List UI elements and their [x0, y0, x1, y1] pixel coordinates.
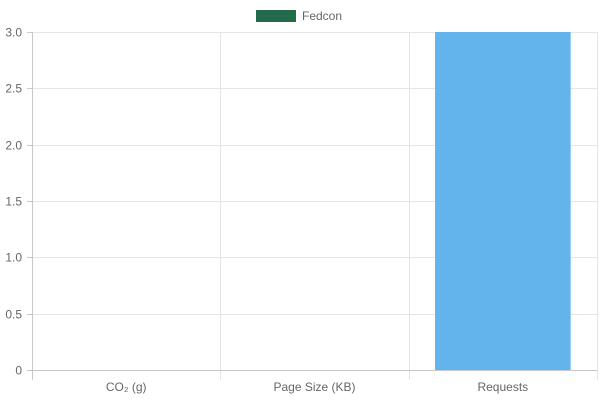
y-tick-label: 0.5: [5, 308, 22, 322]
legend-label-fedcon[interactable]: Fedcon: [302, 9, 342, 23]
x-tick-label: Requests: [477, 380, 528, 394]
bar-requests[interactable]: [435, 32, 571, 370]
y-tick-label: 3.0: [5, 26, 22, 40]
y-tick-label: 1.0: [5, 251, 22, 265]
x-tick-label: Page Size (KB): [273, 380, 355, 394]
y-axis-tick-labels: 0 0.5 1.0 1.5 2.0 2.5 3.0: [5, 26, 22, 378]
legend-swatch-fedcon[interactable]: [256, 10, 296, 22]
y-tick-label: 1.5: [5, 195, 22, 209]
bars: [435, 32, 571, 370]
x-axis-tick-labels: CO₂ (g) Page Size (KB) Requests: [106, 380, 528, 394]
legend[interactable]: Fedcon: [256, 9, 342, 23]
x-tick-label: CO₂ (g): [106, 380, 147, 394]
y-tick-label: 2.5: [5, 82, 22, 96]
grid: [32, 32, 598, 380]
axes: [27, 32, 597, 371]
y-tick-label: 0: [15, 364, 22, 378]
y-tick-label: 2.0: [5, 139, 22, 153]
